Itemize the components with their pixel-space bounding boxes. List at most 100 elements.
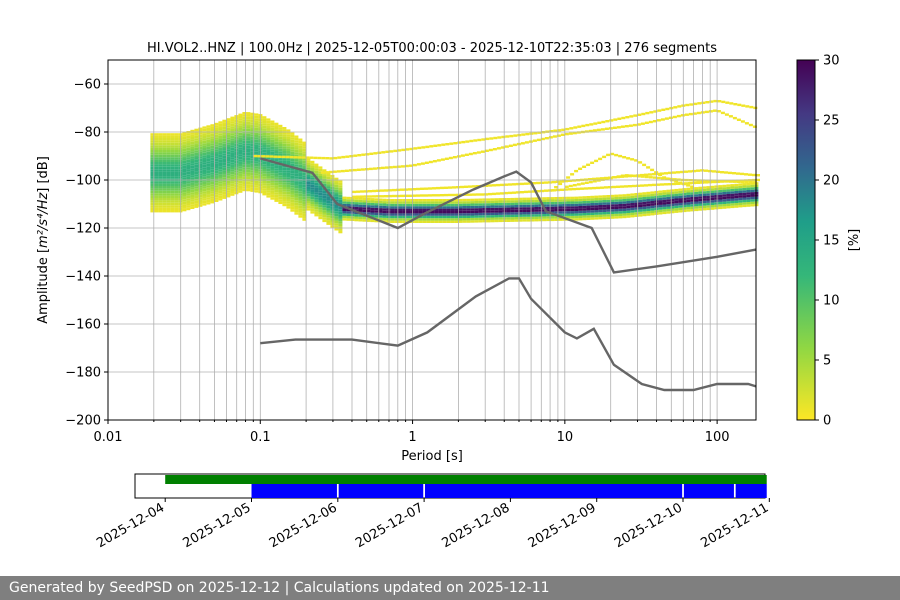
heatmap-cell <box>402 215 407 219</box>
heatmap-cell <box>158 200 163 203</box>
heatmap-cell <box>278 192 283 195</box>
heatmap-cell <box>434 211 439 214</box>
heatmap-outlier-cell <box>644 175 649 179</box>
heatmap-cell <box>642 192 647 195</box>
heatmap-cell <box>198 192 203 195</box>
heatmap-outlier-cell <box>672 171 676 174</box>
heatmap-cell <box>230 183 235 187</box>
heatmap-cell <box>314 206 319 210</box>
heatmap-cell <box>490 200 495 204</box>
heatmap-cell <box>526 200 531 203</box>
heatmap-cell <box>658 202 663 205</box>
plot-frame <box>107 59 757 421</box>
heatmap-cell <box>222 155 227 159</box>
chart-title: HI.VOL2..HNZ | 100.0Hz | 2025-12-05T00:0… <box>147 41 717 56</box>
heatmap-cell <box>586 203 591 206</box>
heatmap-cell <box>286 129 291 132</box>
heatmap-cell <box>342 196 347 199</box>
heatmap-cell <box>282 148 287 151</box>
heatmap-cell <box>250 170 255 173</box>
heatmap-cell <box>210 179 215 182</box>
heatmap-cell <box>702 205 707 208</box>
heatmap-cell <box>210 145 215 149</box>
heatmap-cell <box>254 142 259 145</box>
heatmap-cell <box>734 198 739 201</box>
heatmap-outlier-cell <box>440 194 444 197</box>
heatmap-cell <box>210 162 215 165</box>
heatmap-cell <box>674 191 679 194</box>
heatmap-cell <box>354 216 359 219</box>
heatmap-cell <box>214 151 219 154</box>
heatmap-cell <box>546 209 551 212</box>
heatmap-outlier-cell <box>412 188 416 191</box>
heatmap-cell <box>450 201 455 204</box>
heatmap-cell <box>182 194 187 197</box>
heatmap-cell <box>318 192 323 196</box>
heatmap-cell <box>486 205 491 208</box>
heatmap-cell <box>346 196 351 200</box>
heatmap-cell <box>290 175 295 179</box>
heatmap-cell <box>270 194 275 198</box>
heatmap-cell <box>334 182 339 185</box>
heatmap-cell <box>286 201 291 204</box>
heatmap-cell <box>570 211 575 214</box>
heatmap-cell <box>498 217 503 220</box>
heatmap-cell <box>358 204 363 208</box>
heatmap-cell <box>210 129 215 132</box>
heatmap-cell <box>314 166 319 169</box>
heatmap-outlier-cell <box>465 140 470 143</box>
heatmap-outlier-cell <box>596 179 601 182</box>
heatmap-cell <box>318 204 323 208</box>
heatmap-cell <box>158 195 163 198</box>
heatmap-outlier-cell <box>372 167 377 170</box>
heatmap-cell <box>222 136 227 139</box>
heatmap-cell <box>206 199 211 203</box>
heatmap-cell <box>158 154 163 158</box>
heatmap-cell <box>314 209 319 212</box>
heatmap-cell <box>254 123 259 126</box>
heatmap-cell <box>454 208 459 211</box>
heatmap-cell <box>606 195 611 198</box>
heatmap-cell <box>270 178 275 181</box>
heatmap-cell <box>186 143 191 146</box>
heatmap-cell <box>446 211 451 214</box>
heatmap-cell <box>170 169 175 172</box>
heatmap-cell <box>638 202 643 205</box>
heatmap-cell <box>430 220 435 223</box>
heatmap-outlier-cell <box>644 121 649 124</box>
heatmap-outlier-cell <box>572 184 577 187</box>
heatmap-cell <box>718 194 723 198</box>
heatmap-cell <box>306 184 311 187</box>
heatmap-cell <box>702 200 707 204</box>
heatmap-outlier-cell <box>581 124 586 128</box>
heatmap-outlier-cell <box>325 157 330 160</box>
heatmap-cell <box>222 138 227 142</box>
heatmap-cell <box>266 178 271 181</box>
heatmap-cell <box>170 183 175 186</box>
heatmap-cell <box>434 203 439 207</box>
heatmap-cell <box>742 195 747 198</box>
heatmap-cell <box>230 152 235 155</box>
heatmap-cell <box>466 206 471 209</box>
heatmap-cell <box>482 217 487 220</box>
heatmap-cell <box>650 210 655 213</box>
heatmap-cell <box>198 178 203 181</box>
heatmap-cell <box>198 175 203 178</box>
heatmap-cell <box>194 138 199 141</box>
heatmap-cell <box>430 206 435 209</box>
heatmap-cell <box>274 132 279 135</box>
heatmap-outlier-cell <box>590 161 595 164</box>
heatmap-cell <box>218 133 223 136</box>
heatmap-cell <box>274 134 279 138</box>
heatmap-outlier-cell <box>508 191 512 195</box>
heatmap-cell <box>182 192 187 195</box>
heatmap-cell <box>326 210 331 213</box>
heatmap-outlier-cell <box>728 115 733 118</box>
heatmap-cell <box>162 186 167 189</box>
heatmap-cell <box>186 193 191 196</box>
heatmap-cell <box>334 189 339 193</box>
heatmap-cell <box>294 202 299 206</box>
heatmap-cell <box>546 218 551 222</box>
heatmap-cell <box>254 185 259 188</box>
heatmap-cell <box>738 183 743 186</box>
